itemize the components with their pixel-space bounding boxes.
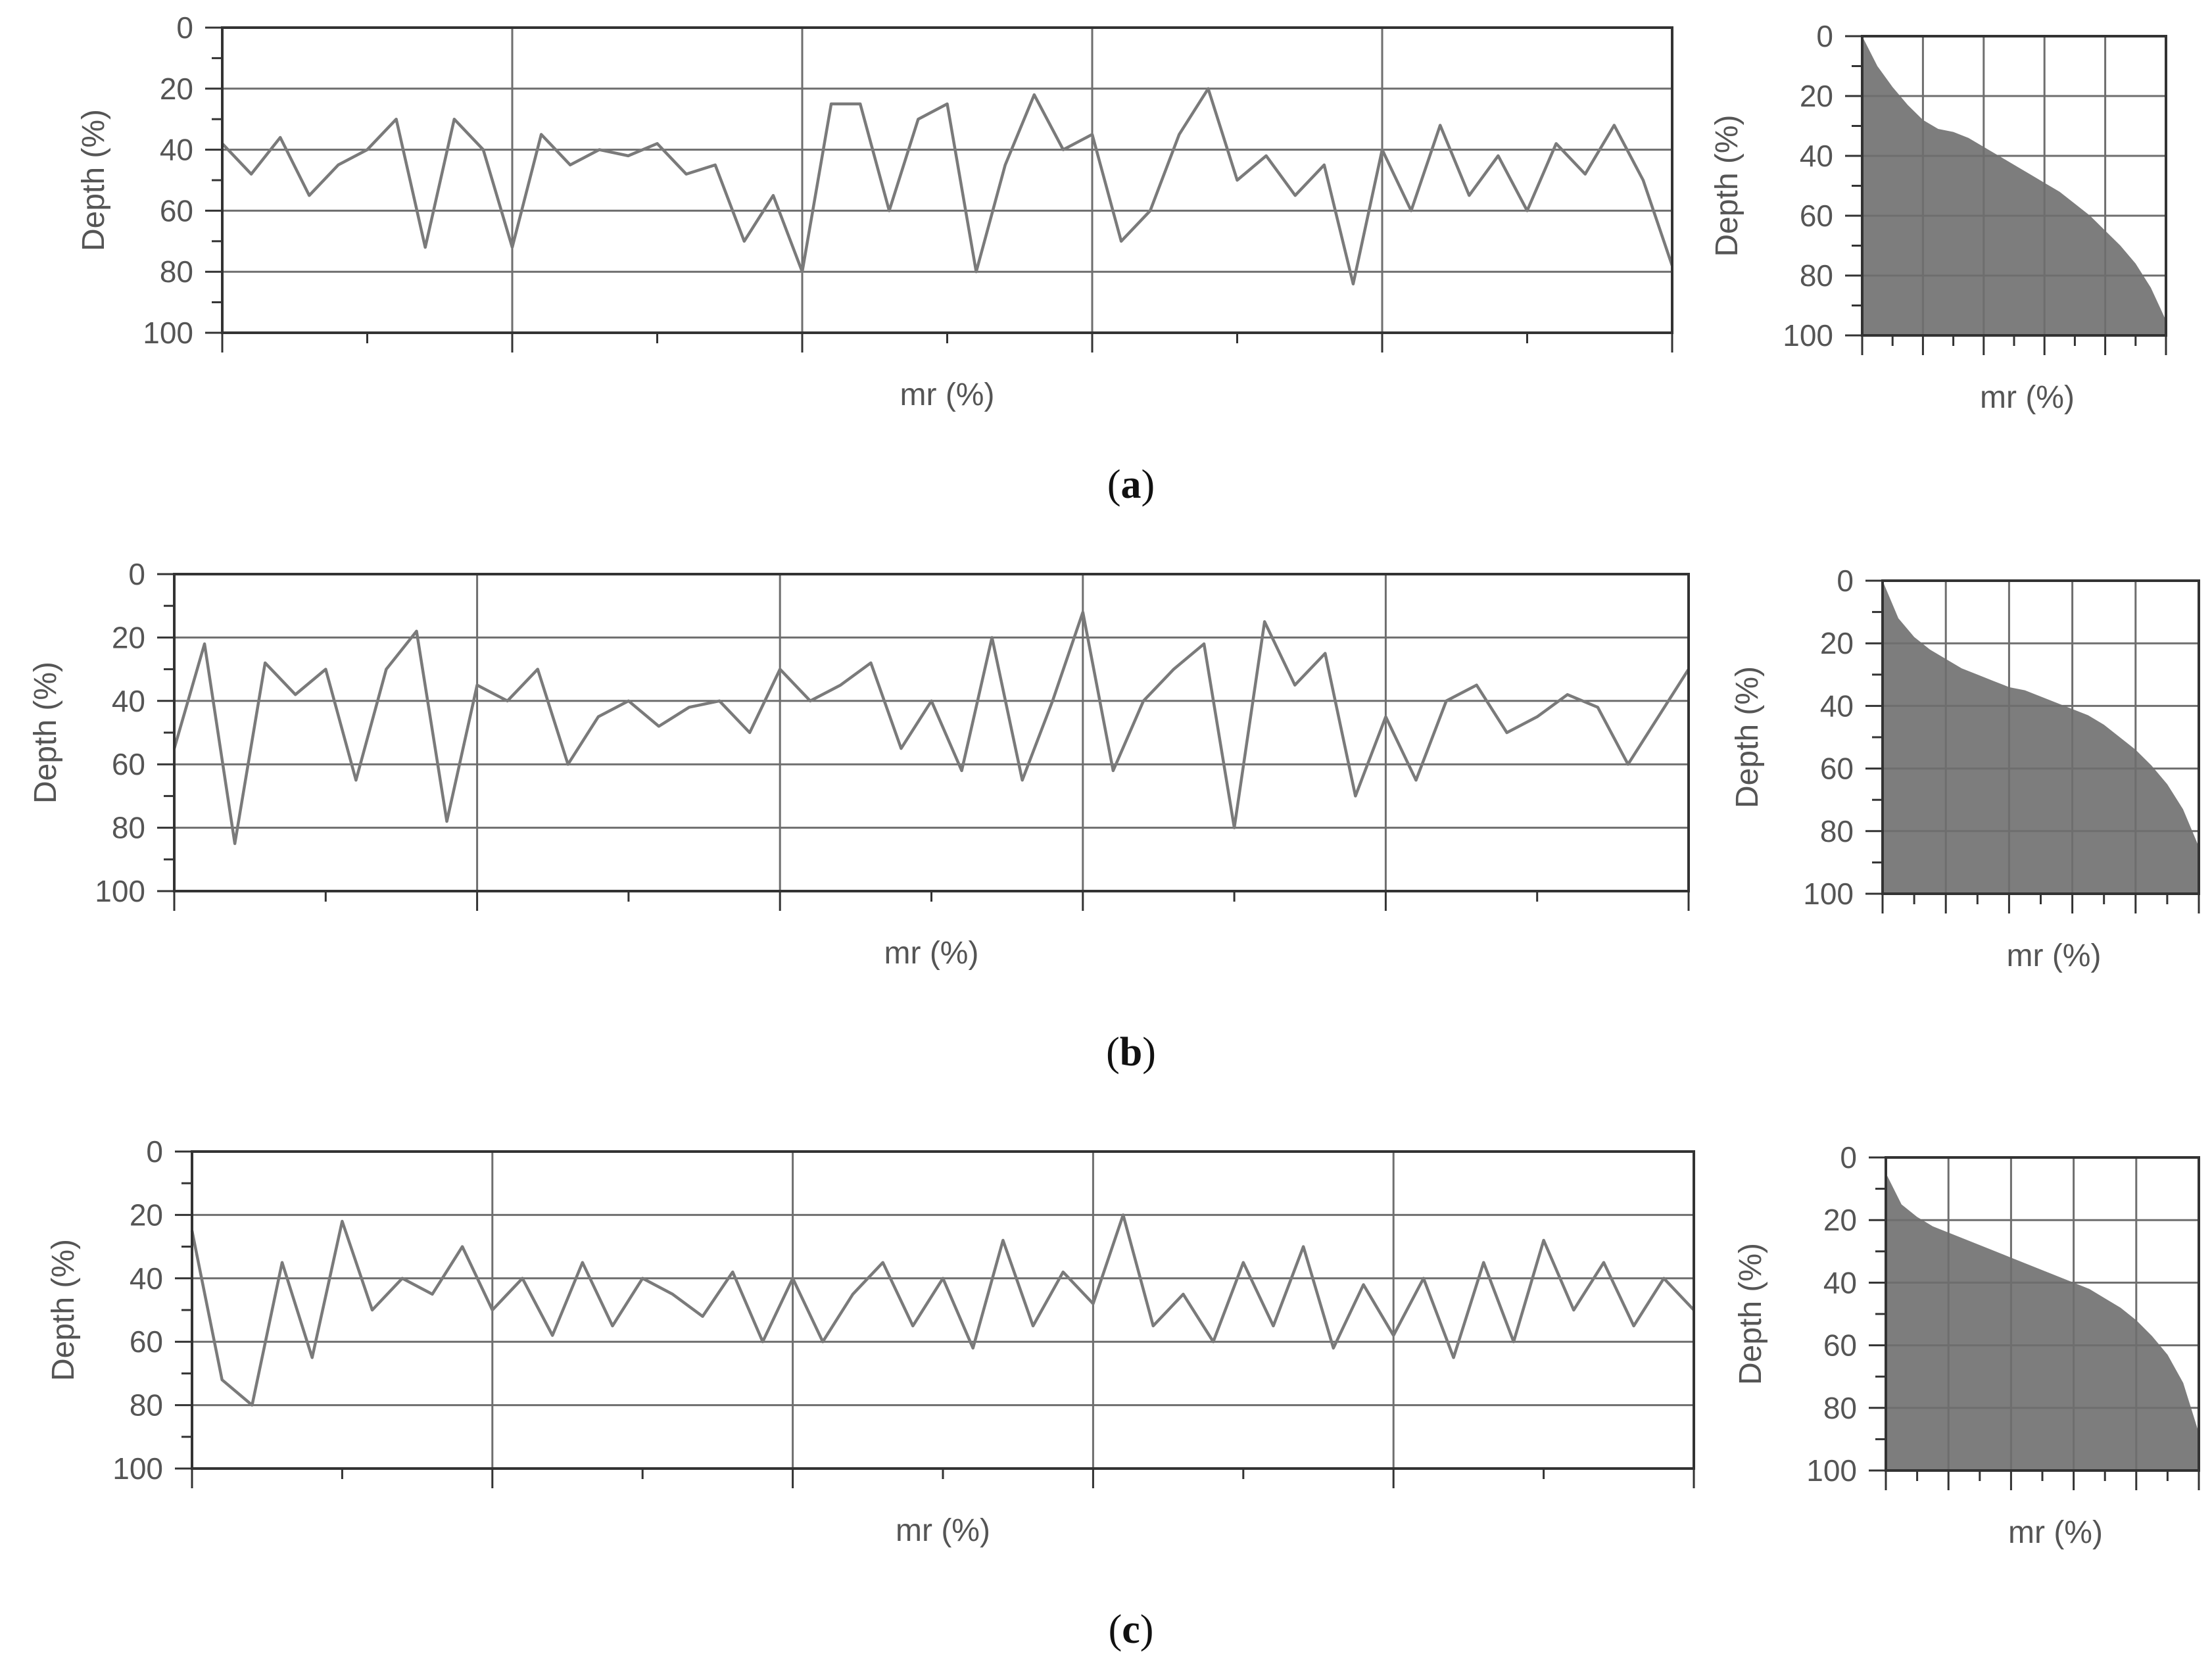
y-tick-label: 0: [128, 557, 145, 591]
caption-letter: b: [1120, 1030, 1142, 1075]
caption-paren: ): [1142, 462, 1155, 507]
caption-paren: (: [1109, 1607, 1122, 1652]
caption-letter: c: [1122, 1607, 1140, 1652]
y-tick-label: 20: [1820, 626, 1854, 660]
y-axis-label: Depth (%): [1710, 114, 1744, 256]
y-axis-label: Depth (%): [1733, 1243, 1768, 1385]
y-tick-label: 80: [1820, 814, 1854, 848]
y-tick-label: 100: [112, 1451, 163, 1486]
y-axis-label: Depth (%): [28, 662, 63, 804]
panel-caption: (a): [1107, 462, 1155, 507]
x-axis-label: mr (%): [1980, 380, 2075, 415]
abbott-area: [1886, 1173, 2199, 1470]
y-tick-label: 40: [112, 684, 145, 718]
x-axis-label: mr (%): [900, 377, 995, 412]
y-tick-label: 60: [1800, 199, 1833, 233]
y-tick-label: 60: [1823, 1328, 1857, 1363]
y-tick-label: 40: [160, 133, 193, 167]
y-tick-label: 0: [146, 1134, 163, 1169]
y-tick-label: 80: [1800, 258, 1833, 293]
abbott-area: [1883, 581, 2199, 894]
x-axis-label: mr (%): [896, 1513, 990, 1548]
y-tick-label: 60: [130, 1325, 163, 1359]
caption-paren: (: [1107, 462, 1121, 507]
y-tick-label: 20: [1800, 79, 1833, 113]
y-tick-label: 100: [1806, 1453, 1857, 1488]
caption-paren: (: [1106, 1030, 1120, 1075]
x-axis-label: mr (%): [2007, 938, 2102, 973]
abbott-area: [1862, 36, 2166, 335]
y-tick-label: 60: [160, 193, 193, 228]
y-tick-label: 80: [112, 811, 145, 845]
panel-a-abbott: 0 20 40 60 80 100 Depth (%) mr (%): [1710, 19, 2167, 415]
y-tick-label: 20: [112, 620, 145, 654]
y-tick-label: 40: [1820, 689, 1854, 723]
caption-paren: ): [1140, 1607, 1154, 1652]
panel-c-abbott: 0 20 40 60 80 100 Depth (%) mr (%): [1733, 1140, 2200, 1550]
y-tick-label: 20: [160, 72, 193, 106]
panel-c-profile: 0 20 40 60 80 100 Depth (%) mr (%): [46, 1134, 1695, 1548]
y-tick-label: 20: [1823, 1203, 1857, 1237]
panel-caption: (c): [1109, 1607, 1154, 1652]
panel-b-profile: 0 20 40 60 80 100 Depth (%) mr (%): [28, 557, 1690, 971]
profile-line: [172, 610, 1690, 845]
y-tick-label: 100: [143, 316, 193, 350]
y-tick-label: 80: [1823, 1391, 1857, 1425]
panel-caption: (b): [1106, 1030, 1156, 1075]
y-tick-label: 60: [1820, 752, 1854, 786]
profile-line: [221, 87, 1674, 286]
x-axis-label: mr (%): [2008, 1515, 2103, 1550]
y-tick-label: 100: [1803, 877, 1854, 911]
y-axis-label: Depth (%): [1730, 666, 1765, 808]
profile-line: [190, 1213, 1695, 1407]
y-tick-label: 40: [130, 1261, 163, 1296]
y-tick-label: 100: [95, 874, 145, 908]
y-tick-label: 40: [1823, 1265, 1857, 1300]
y-tick-label: 40: [1800, 139, 1833, 173]
y-tick-label: 80: [160, 255, 193, 289]
x-axis-label: mr (%): [884, 936, 979, 971]
y-axis-label: Depth (%): [76, 109, 111, 251]
caption-letter: a: [1121, 462, 1142, 507]
panel-a-profile: 0 20 40 60 80 100 Depth (%) mr (%): [76, 11, 1674, 412]
y-tick-label: 80: [130, 1388, 163, 1422]
caption-paren: ): [1142, 1030, 1156, 1075]
y-tick-label: 0: [1837, 564, 1854, 598]
y-tick-label: 0: [1840, 1140, 1857, 1175]
panel-b-abbott: 0 20 40 60 80 100 Depth (%) mr (%): [1730, 564, 2200, 973]
y-tick-label: 100: [1783, 318, 1833, 352]
y-tick-label: 20: [130, 1198, 163, 1232]
plot-frame: [173, 573, 1690, 892]
y-tick-label: 0: [176, 11, 193, 45]
y-tick-label: 0: [1816, 19, 1833, 53]
y-axis-label: Depth (%): [46, 1239, 81, 1381]
y-tick-label: 60: [112, 747, 145, 781]
